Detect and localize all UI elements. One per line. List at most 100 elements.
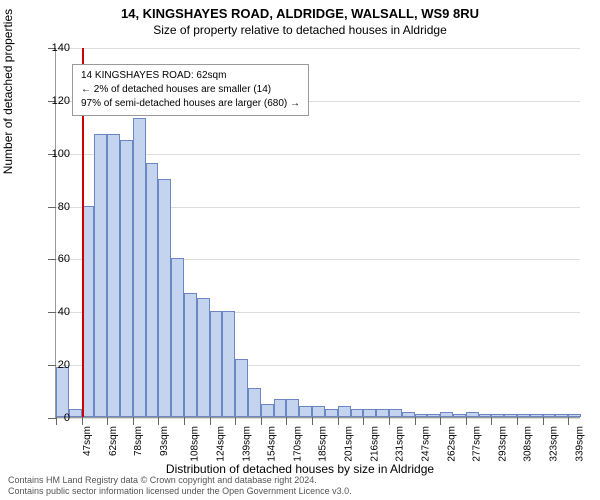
x-tick <box>440 417 441 425</box>
histogram-bar <box>530 414 543 417</box>
info-box-line2: ← 2% of detached houses are smaller (14) <box>81 83 300 97</box>
histogram-bar <box>491 414 504 417</box>
histogram-bar <box>325 409 338 417</box>
chart-title-sub: Size of property relative to detached ho… <box>0 21 600 37</box>
histogram-bar <box>453 414 466 417</box>
x-tick <box>261 417 262 425</box>
histogram-bar <box>466 412 479 417</box>
x-tick <box>184 417 185 425</box>
histogram-bar <box>338 406 351 417</box>
info-box-line1: 14 KINGSHAYES ROAD: 62sqm <box>81 69 300 83</box>
histogram-bar <box>299 406 312 417</box>
chart-container: 14, KINGSHAYES ROAD, ALDRIDGE, WALSALL, … <box>0 0 600 500</box>
grid-line <box>56 48 580 49</box>
x-tick <box>158 417 159 425</box>
histogram-bar <box>504 414 517 417</box>
x-tick <box>107 417 108 425</box>
histogram-bar <box>94 134 107 417</box>
histogram-bar <box>415 414 428 417</box>
x-tick-label: 323sqm <box>549 426 560 462</box>
x-tick <box>286 417 287 425</box>
histogram-bar <box>274 399 287 418</box>
footer: Contains HM Land Registry data © Crown c… <box>8 475 592 498</box>
x-tick-label: 108sqm <box>190 426 201 462</box>
histogram-bar <box>389 409 402 417</box>
histogram-bar <box>402 412 415 417</box>
y-axis-label: Number of detached properties <box>1 9 15 174</box>
x-tick <box>312 417 313 425</box>
footer-line2: Contains public sector information licen… <box>8 486 592 498</box>
y-tick-label: 140 <box>40 42 70 54</box>
histogram-bar <box>171 258 184 417</box>
histogram-bar <box>543 414 556 417</box>
histogram-bar <box>56 367 69 417</box>
y-tick-label: 60 <box>40 253 70 265</box>
histogram-bar <box>376 409 389 417</box>
x-tick-label: 93sqm <box>159 426 170 456</box>
y-tick-label: 100 <box>40 148 70 160</box>
histogram-bar <box>427 414 440 417</box>
x-tick-label: 247sqm <box>421 426 432 462</box>
histogram-bar <box>184 293 197 417</box>
y-tick-label: 20 <box>40 359 70 371</box>
info-box: 14 KINGSHAYES ROAD: 62sqm ← 2% of detach… <box>72 64 309 116</box>
x-tick-label: 47sqm <box>82 426 93 456</box>
histogram-bar <box>261 404 274 417</box>
x-tick <box>133 417 134 425</box>
x-tick-label: 78sqm <box>133 426 144 456</box>
histogram-bar <box>479 414 492 417</box>
histogram-bar <box>235 359 248 417</box>
histogram-bar <box>197 298 210 417</box>
histogram-bar <box>120 140 133 418</box>
histogram-bar <box>568 414 581 417</box>
y-tick-label: 0 <box>40 412 70 424</box>
x-tick-label: 201sqm <box>344 426 355 462</box>
histogram-bar <box>517 414 530 417</box>
x-tick-label: 231sqm <box>395 426 406 462</box>
x-tick-label: 170sqm <box>292 426 303 462</box>
info-box-line3: 97% of semi-detached houses are larger (… <box>81 97 300 111</box>
histogram-bar <box>222 311 235 417</box>
footer-line1: Contains HM Land Registry data © Crown c… <box>8 475 592 487</box>
x-tick <box>82 417 83 425</box>
y-tick-label: 120 <box>40 95 70 107</box>
histogram-bar <box>158 179 171 417</box>
x-tick <box>389 417 390 425</box>
x-tick <box>210 417 211 425</box>
histogram-bar <box>363 409 376 417</box>
x-tick-label: 139sqm <box>241 426 252 462</box>
x-tick <box>517 417 518 425</box>
x-tick <box>568 417 569 425</box>
histogram-bar <box>133 118 146 417</box>
x-tick-label: 154sqm <box>267 426 278 462</box>
x-tick-label: 62sqm <box>108 426 119 456</box>
histogram-bar <box>312 406 325 417</box>
x-tick-label: 339sqm <box>574 426 585 462</box>
histogram-bar <box>107 134 120 417</box>
x-tick-label: 293sqm <box>497 426 508 462</box>
x-tick-label: 216sqm <box>369 426 380 462</box>
chart-title-main: 14, KINGSHAYES ROAD, ALDRIDGE, WALSALL, … <box>0 0 600 21</box>
histogram-bar <box>248 388 261 417</box>
y-tick-label: 40 <box>40 306 70 318</box>
histogram-bar <box>210 311 223 417</box>
x-tick-label: 308sqm <box>523 426 534 462</box>
x-tick-label: 262sqm <box>446 426 457 462</box>
x-tick <box>415 417 416 425</box>
histogram-bar <box>69 409 82 417</box>
histogram-bar <box>286 399 299 418</box>
histogram-bar <box>555 414 568 417</box>
histogram-bar <box>146 163 159 417</box>
x-tick-label: 124sqm <box>216 426 227 462</box>
x-tick <box>338 417 339 425</box>
histogram-bar <box>351 409 364 417</box>
grid-line <box>56 418 580 419</box>
histogram-bar <box>440 412 453 417</box>
x-tick <box>466 417 467 425</box>
y-tick-label: 80 <box>40 201 70 213</box>
x-tick <box>235 417 236 425</box>
x-tick <box>363 417 364 425</box>
x-tick-label: 277sqm <box>472 426 483 462</box>
x-tick-label: 185sqm <box>318 426 329 462</box>
x-tick <box>543 417 544 425</box>
